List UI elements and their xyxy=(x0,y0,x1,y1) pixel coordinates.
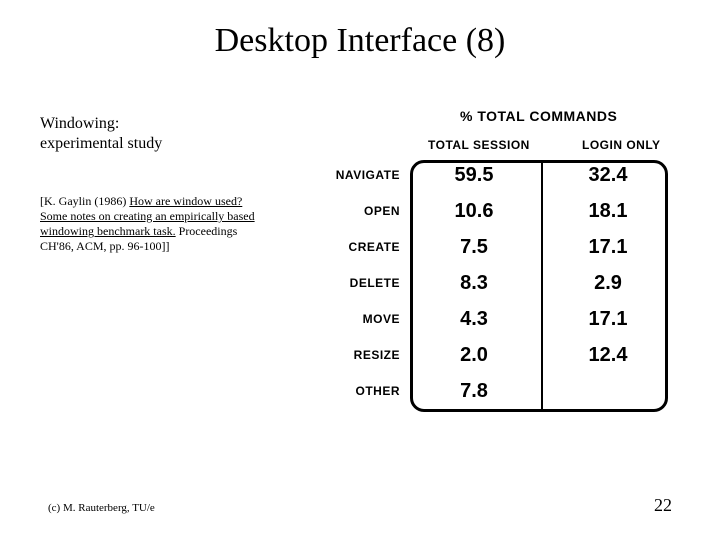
citation-prefix: [K. Gaylin (1986) xyxy=(40,194,129,208)
table-cell: 4.3 xyxy=(414,308,534,331)
figure-heading: % TOTAL COMMANDS xyxy=(460,108,617,124)
col-head-total-session: TOTAL SESSION xyxy=(428,138,530,152)
table-cell: 7.5 xyxy=(414,236,534,259)
table-cell: 17.1 xyxy=(548,308,668,331)
table-cell: 32.4 xyxy=(548,164,668,187)
row-label: OPEN xyxy=(290,204,400,218)
table-cell: 59.5 xyxy=(414,164,534,187)
row-label: DELETE xyxy=(290,276,400,290)
row-label: RESIZE xyxy=(290,348,400,362)
slide: Desktop Interface (8) Windowing: experim… xyxy=(0,0,720,540)
subtitle-line-2: experimental study xyxy=(40,135,162,152)
commands-table-figure: % TOTAL COMMANDS TOTAL SESSION LOGIN ONL… xyxy=(290,108,690,428)
citation-block: [K. Gaylin (1986) How are window used? S… xyxy=(40,194,258,254)
row-label: NAVIGATE xyxy=(290,168,400,182)
page-number: 22 xyxy=(654,495,672,516)
subtitle-line-1: Windowing: xyxy=(40,115,119,132)
table-cell: 8.3 xyxy=(414,272,534,295)
table-cell: 17.1 xyxy=(548,236,668,259)
row-label: CREATE xyxy=(290,240,400,254)
row-label: OTHER xyxy=(290,384,400,398)
table-cell: 2.9 xyxy=(548,272,668,295)
col-head-login-only: LOGIN ONLY xyxy=(582,138,661,152)
footer-copyright: (c) M. Rauterberg, TU/e xyxy=(48,502,155,514)
table-cell: 12.4 xyxy=(548,344,668,367)
slide-title: Desktop Interface (8) xyxy=(0,22,720,60)
row-label: MOVE xyxy=(290,312,400,326)
table-cell: 7.8 xyxy=(414,380,534,403)
table-cell: 2.0 xyxy=(414,344,534,367)
table-cell: 10.6 xyxy=(414,200,534,223)
table-cell: 18.1 xyxy=(548,200,668,223)
table-divider xyxy=(541,163,543,409)
subtitle-block: Windowing: experimental study xyxy=(40,114,162,154)
